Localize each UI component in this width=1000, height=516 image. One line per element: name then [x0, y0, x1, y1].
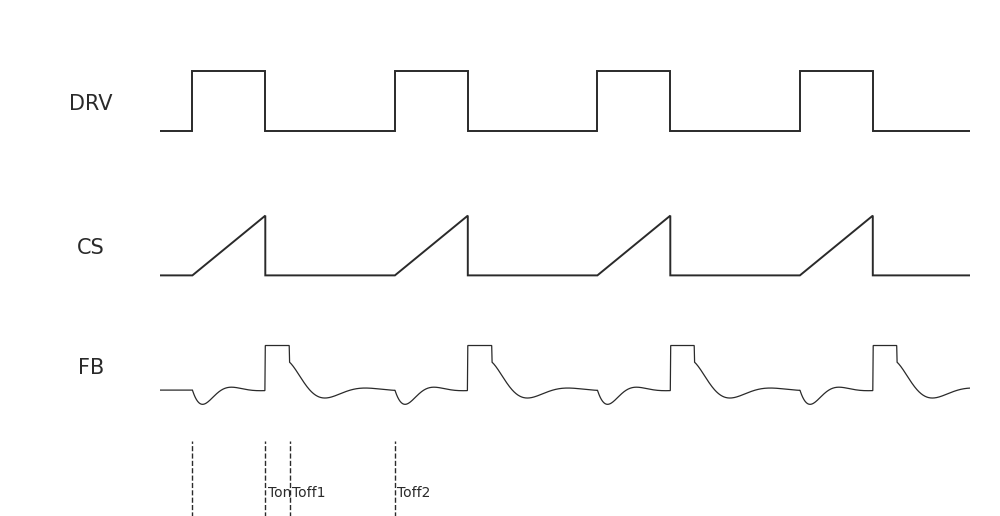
Text: FB: FB [78, 359, 104, 378]
Text: Toff2: Toff2 [397, 486, 431, 500]
Text: CS: CS [77, 238, 105, 258]
Text: Ton: Ton [268, 486, 291, 500]
Text: Toff1: Toff1 [292, 486, 326, 500]
Text: DRV: DRV [69, 94, 113, 114]
